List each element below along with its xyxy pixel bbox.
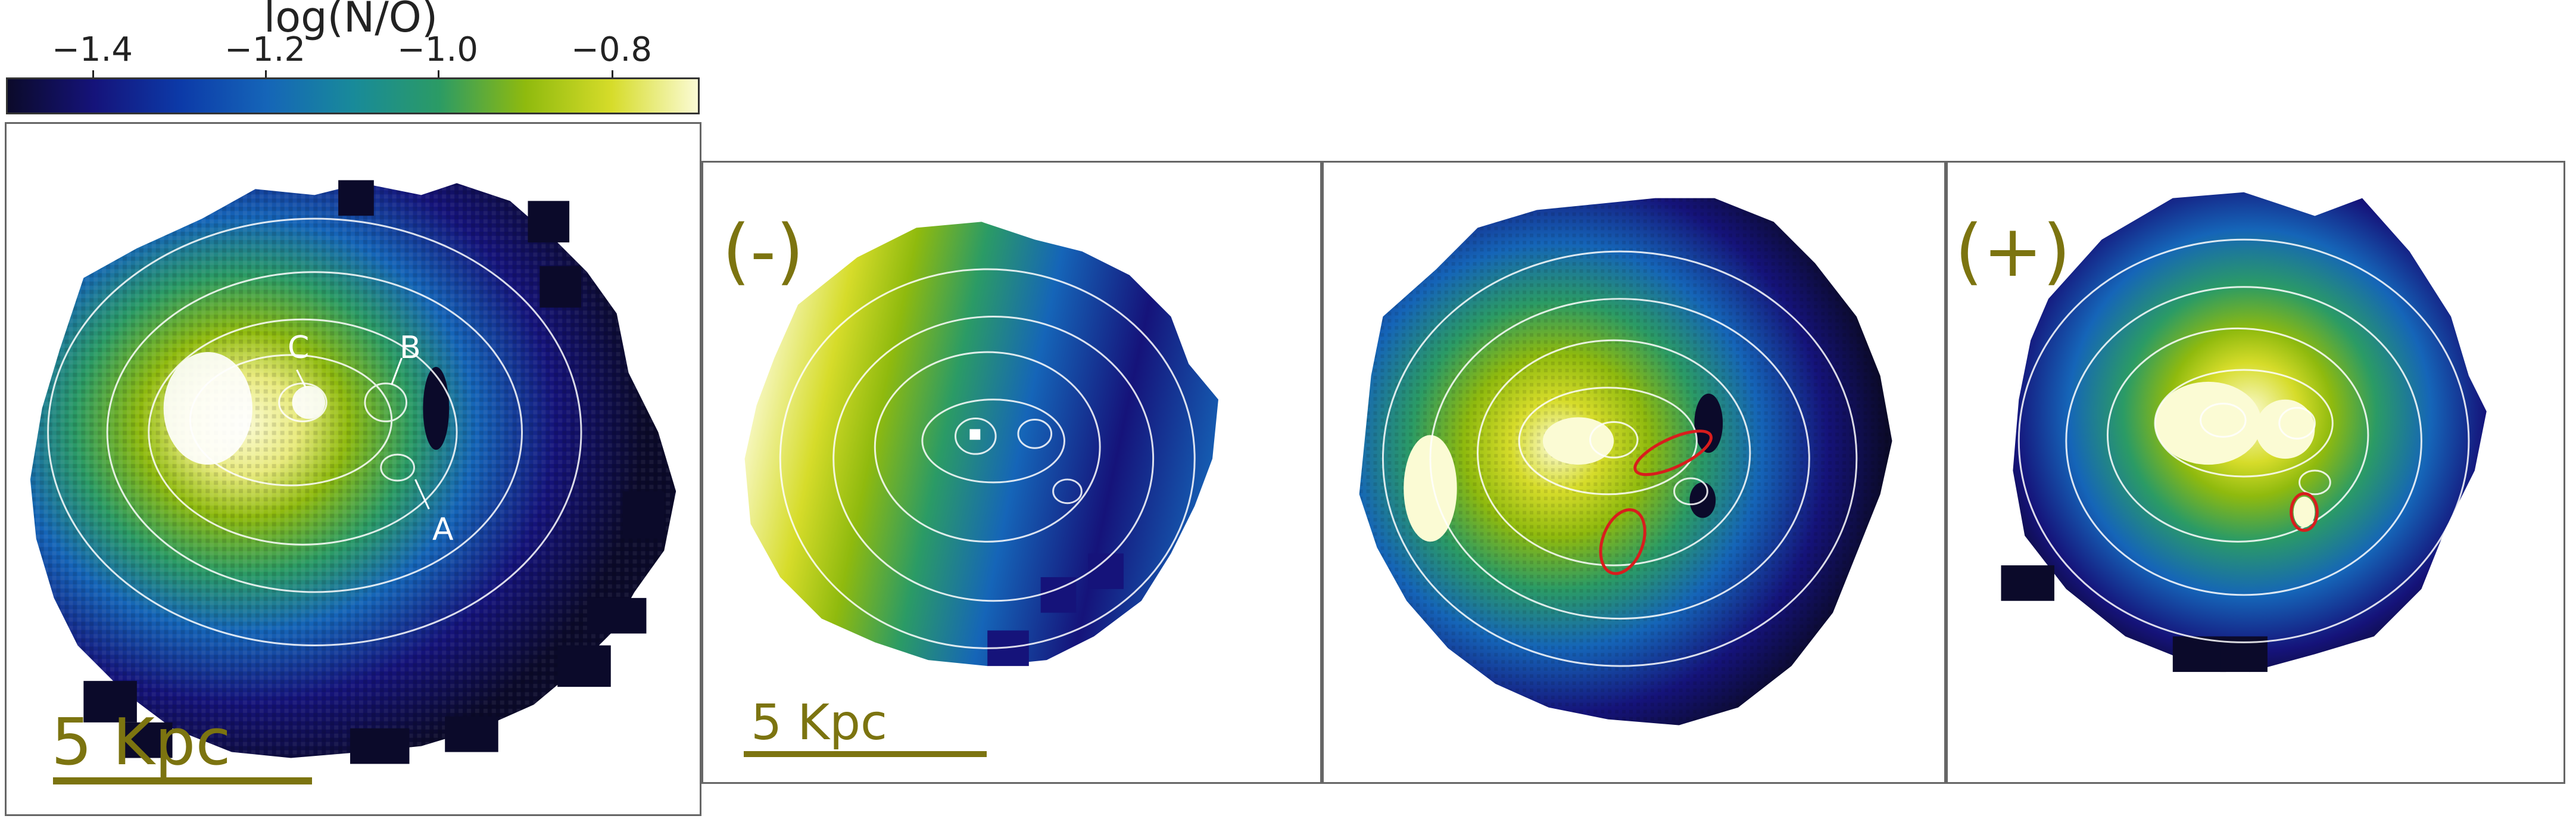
- point-label-a: A: [432, 512, 454, 547]
- galaxy-region: [744, 222, 1218, 667]
- bright-knots: [163, 352, 326, 465]
- contours: [47, 217, 582, 646]
- colorbar-tick-label: −1.0: [397, 30, 478, 69]
- bright-knots: [2154, 381, 2315, 465]
- scale-bar: [53, 777, 312, 784]
- dark-voronoi-bins: [2001, 565, 2268, 672]
- colorbar-tick-mark: [612, 70, 613, 77]
- scale-bar: [744, 751, 987, 757]
- colorbar-title: log(N/O): [263, 0, 438, 42]
- panel-sign-negative: (-): [722, 210, 804, 293]
- scale-bar-label: 5 Kpc: [751, 695, 888, 751]
- scale-bar-label: 5 Kpc: [51, 705, 231, 780]
- dark-voronoi-bins: [83, 180, 665, 764]
- point-label-c: C: [288, 330, 310, 366]
- panel-sign-positive: (+): [1955, 210, 2071, 293]
- nitrogen-oxygen-map-middle: [1359, 198, 1892, 726]
- nitrogen-oxygen-map-negative: [744, 222, 1218, 667]
- galaxy-pixel-noise: [1359, 198, 1892, 726]
- panel-negative-map: (-) 5 Kpc: [701, 161, 1322, 784]
- panel-full-map: C B A 5 Kpc: [5, 122, 701, 816]
- point-label-b: B: [400, 330, 421, 366]
- red-ellipse-lower: [1599, 508, 1646, 575]
- contours: [779, 268, 1196, 649]
- nitrogen-oxygen-map-full: [30, 180, 676, 764]
- colorbar-tick-label: −0.8: [571, 30, 652, 69]
- colorbar: [6, 77, 700, 114]
- highlighted-regions: [1599, 429, 1713, 575]
- colorbar-tick-mark: [265, 70, 267, 77]
- red-ellipse-small: [2290, 492, 2319, 532]
- bright-knot: [969, 429, 981, 440]
- colorbar-tick-label: −1.2: [224, 30, 305, 69]
- nitrogen-oxygen-map-positive: [2001, 192, 2487, 672]
- dark-lane: [423, 366, 450, 450]
- colorbar-tick-label: −1.4: [52, 30, 133, 69]
- pointer-lines: [296, 357, 430, 510]
- contours: [2017, 238, 2470, 643]
- highlighted-region: [2290, 492, 2319, 532]
- contours: [1381, 250, 1858, 667]
- colorbar-tick-mark: [92, 70, 94, 77]
- red-ellipse-upper: [1633, 429, 1713, 477]
- panel-positive-map: (+): [1946, 161, 2565, 784]
- panel-middle-map: [1322, 161, 1946, 784]
- colorbar-tick-mark: [438, 70, 439, 77]
